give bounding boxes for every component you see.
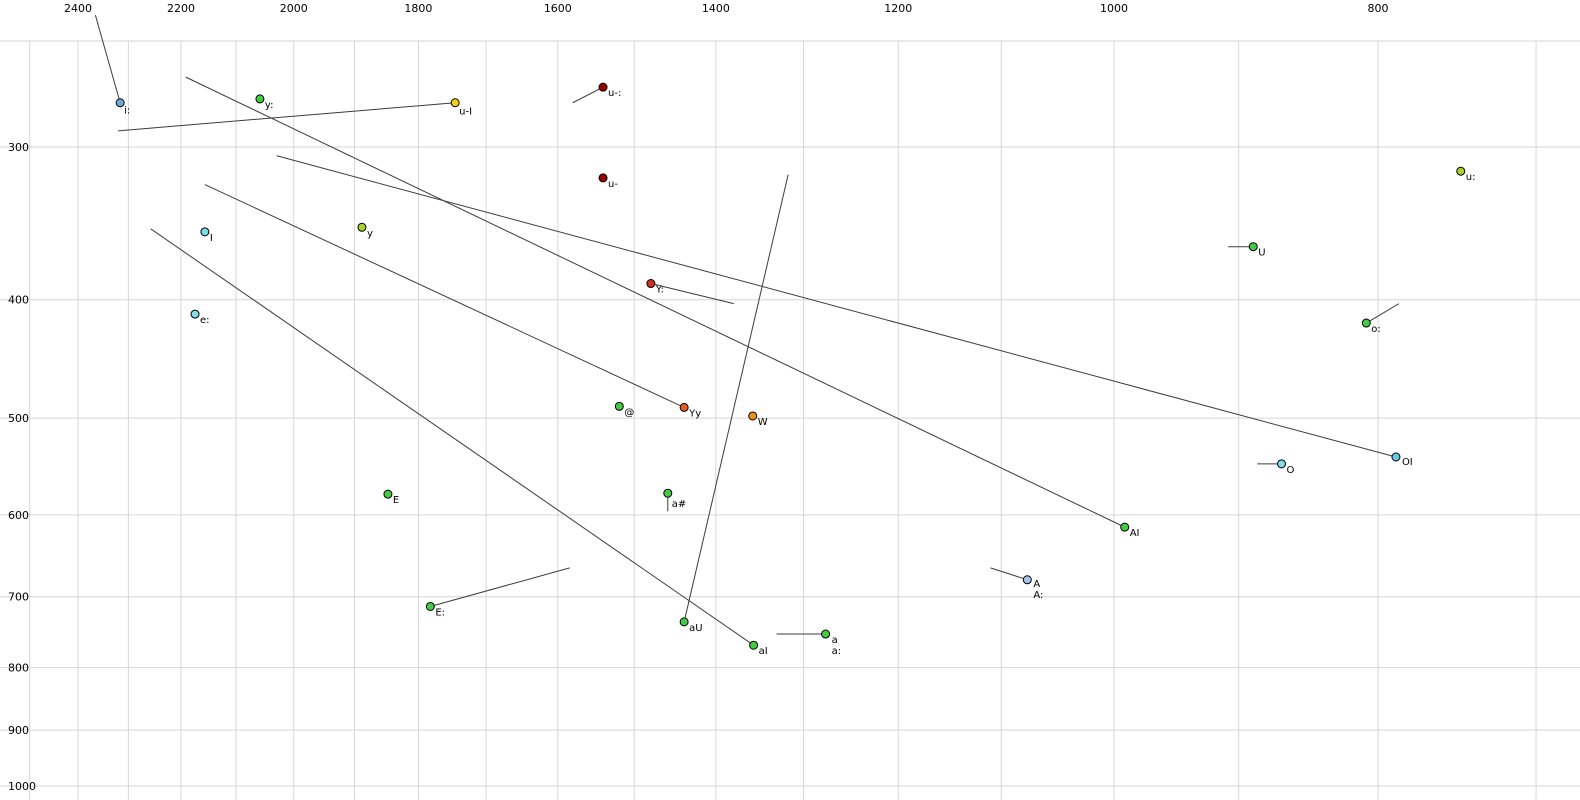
vowel-point-label: u-: <box>608 88 621 99</box>
vowel-point-label: y: <box>265 100 274 111</box>
vowel-point <box>1361 318 1371 328</box>
trajectory-line <box>118 102 456 132</box>
y-tick-label: 900 <box>8 724 29 737</box>
trajectory-line <box>650 283 734 305</box>
vowel-point-label: y <box>367 228 373 239</box>
vowel-point-label: W <box>758 417 768 428</box>
y-tick-label: 500 <box>8 412 29 425</box>
x-tick-label: 1400 <box>702 2 730 15</box>
vowel-point <box>1248 242 1258 252</box>
trajectory-line <box>683 174 789 622</box>
vowel-point-label: u: <box>1466 172 1476 183</box>
vowel-point <box>1391 452 1401 462</box>
y-tick-label: 300 <box>8 141 29 154</box>
trajectory-line <box>276 155 1397 458</box>
x-tick-label: 1200 <box>884 2 912 15</box>
vowel-point <box>679 402 689 412</box>
vowel-point-label: aU <box>689 623 702 634</box>
vowel-point-label: AI <box>1130 528 1140 539</box>
vowel-point-label: e: <box>200 315 210 326</box>
vowel-point-label: A: <box>1033 590 1043 601</box>
vowel-point <box>646 279 656 289</box>
vowel-point <box>1022 575 1032 585</box>
vowel-point <box>749 640 759 650</box>
y-tick-label: 800 <box>8 662 29 675</box>
vowel-point-label: a# <box>672 499 687 510</box>
vowel-point-label: E <box>393 495 399 506</box>
vowel-point <box>598 173 608 183</box>
x-tick-label: 2400 <box>64 2 92 15</box>
vowel-point <box>663 488 673 498</box>
vowel-point <box>1456 166 1466 176</box>
vowel-point-label: i: <box>124 106 130 117</box>
trajectory-line <box>185 76 1125 528</box>
vowel-point <box>748 411 758 421</box>
trajectory-line <box>150 228 754 646</box>
x-tick-label: 2200 <box>167 2 195 15</box>
x-tick-label: 800 <box>1368 2 1389 15</box>
trajectory-line <box>94 14 121 103</box>
vowel-point-label: O <box>1287 465 1295 476</box>
vowel-point-label: u-I <box>459 107 472 118</box>
trajectory-line <box>572 86 604 104</box>
vowel-point <box>450 98 460 108</box>
vowel-point-label: U <box>1258 248 1265 259</box>
vowel-point-label: E: <box>435 607 445 618</box>
vowel-point <box>1120 522 1130 532</box>
vowel-point-label: o: <box>1371 324 1381 335</box>
vowel-point-label: @ <box>624 407 634 418</box>
x-tick-label: 1800 <box>404 2 432 15</box>
y-tick-label: 700 <box>8 591 29 604</box>
vowel-point <box>115 98 125 108</box>
y-tick-label: 1000 <box>8 780 36 793</box>
trajectory-line <box>1366 303 1400 324</box>
x-tick-label: 1000 <box>1100 2 1128 15</box>
trajectory-line <box>204 184 685 408</box>
vowel-point <box>598 82 608 92</box>
x-tick-label: 2000 <box>280 2 308 15</box>
vowel-point-label: Y: <box>655 285 664 296</box>
vowel-point-label: aI <box>759 646 768 657</box>
x-tick-label: 1600 <box>544 2 572 15</box>
trajectory-line <box>990 567 1028 581</box>
vowel-point-label: OI <box>1402 457 1413 468</box>
vowel-point-label: a <box>832 635 838 646</box>
vowel-point-label: Yy <box>688 408 701 419</box>
vowel-point <box>255 94 265 104</box>
vowel-point <box>190 309 200 319</box>
vowel-point-label: A <box>1033 579 1040 590</box>
vowel-point-label: I <box>210 233 213 244</box>
vowel-point <box>425 601 435 611</box>
vowel-point <box>679 617 689 627</box>
vowel-point <box>821 629 831 639</box>
vowel-point <box>357 222 367 232</box>
vowel-point <box>383 489 393 499</box>
y-tick-label: 400 <box>8 294 29 307</box>
vowel-point <box>614 401 624 411</box>
vowel-point-label: a: <box>832 646 842 657</box>
vowel-point-label: u- <box>608 179 618 190</box>
trajectory-line <box>430 567 570 607</box>
y-tick-label: 600 <box>8 509 29 522</box>
vowel-point <box>1277 459 1287 469</box>
vowel-point <box>200 227 210 237</box>
